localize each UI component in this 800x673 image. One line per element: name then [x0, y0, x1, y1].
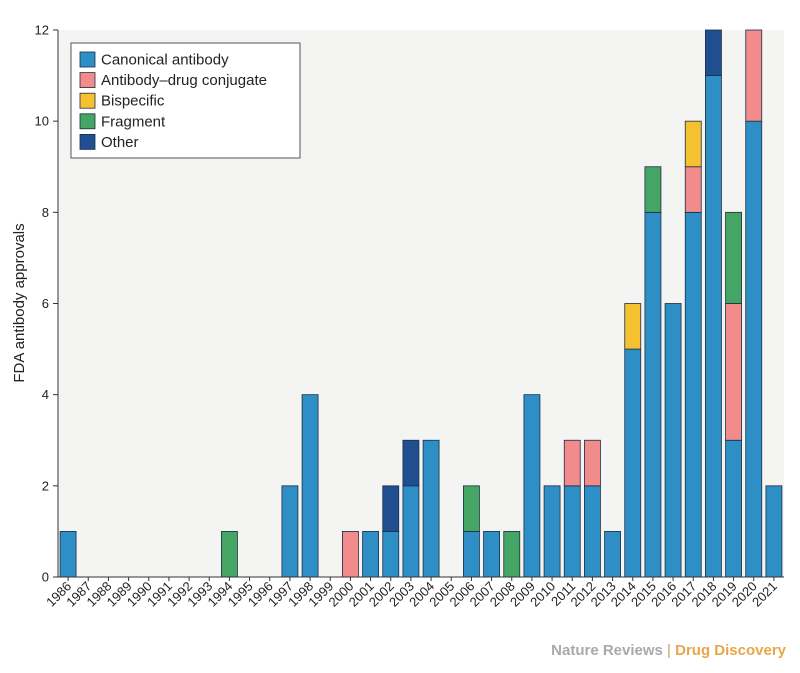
- bar-2002-canonical-antibody: [382, 531, 400, 578]
- legend-swatch: [79, 133, 96, 150]
- bar-2008-fragment: [503, 531, 521, 578]
- bar-2018-canonical-antibody: [705, 75, 722, 578]
- bar-2002-other: [382, 485, 400, 532]
- credit-journal: Drug Discovery: [675, 642, 786, 659]
- bar-1997-canonical-antibody: [281, 485, 299, 578]
- bar-2001-canonical-antibody: [362, 531, 379, 578]
- bar-2015-canonical-antibody: [644, 211, 662, 578]
- y-tick-label: 0: [42, 570, 49, 585]
- bar-1994-fragment: [221, 531, 238, 578]
- y-axis-label: FDA antibody approvals: [11, 223, 28, 382]
- bar-2012-canonical-antibody: [584, 485, 601, 578]
- credit-separator: |: [667, 642, 671, 659]
- y-tick-label: 8: [42, 205, 49, 220]
- bar-2003-canonical-antibody: [402, 485, 420, 578]
- bar-2020-canonical-antibody: [745, 120, 763, 578]
- y-tick-label: 2: [42, 478, 49, 493]
- bar-2017-bispecific: [684, 120, 702, 168]
- bar-2019-fragment: [725, 211, 742, 304]
- bar-2013-canonical-antibody: [604, 531, 621, 578]
- legend-label: Antibody–drug conjugate: [101, 72, 267, 89]
- bar-2011-canonical-antibody: [563, 485, 581, 578]
- bar-2007-canonical-antibody: [483, 531, 500, 578]
- bar-2017-canonical-antibody: [684, 211, 702, 578]
- legend-swatch: [79, 113, 96, 130]
- bar-2010-canonical-antibody: [543, 485, 561, 578]
- bar-2014-canonical-antibody: [624, 348, 642, 578]
- bar-1986-canonical-antibody: [59, 531, 77, 578]
- legend: Canonical antibody Antibody–drug conjugat…: [70, 42, 301, 159]
- legend-label: Canonical antibody: [101, 52, 229, 69]
- bar-2016-canonical-antibody: [664, 303, 682, 578]
- legend-label: Bispecific: [101, 93, 165, 110]
- legend-swatch: [79, 72, 96, 88]
- bar-2020-antibody-drug-conjugate: [745, 29, 763, 122]
- x-ticks-group: 1986198719881989199019911992199319941995…: [43, 577, 780, 610]
- bar-2004-canonical-antibody: [422, 439, 440, 578]
- bar-2000-antibody-drug-conjugate: [342, 531, 359, 578]
- y-tick-label: 6: [42, 296, 49, 311]
- journal-credit: Nature Reviews | Drug Discovery: [551, 642, 786, 659]
- bar-2018-other: [705, 29, 722, 76]
- bar-2021-canonical-antibody: [765, 485, 783, 578]
- bars-group: [59, 29, 783, 578]
- y-tick-label: 10: [35, 114, 49, 129]
- y-ticks-group: 0 2 4 6 8 10 12: [35, 23, 58, 585]
- bar-2011-antibody-drug-conjugate: [563, 439, 581, 487]
- bar-2017-antibody-drug-conjugate: [684, 166, 702, 213]
- y-tick-label: 4: [42, 387, 49, 402]
- bar-2014-bispecific: [624, 303, 642, 350]
- legend-swatch: [79, 92, 96, 109]
- legend-swatch: [79, 51, 96, 68]
- y-tick-label: 12: [35, 23, 49, 38]
- bar-2006-fragment: [463, 485, 480, 532]
- legend-label: Other: [101, 134, 139, 151]
- legend-box: [70, 42, 301, 159]
- credit-publisher: Nature Reviews: [551, 642, 663, 659]
- bar-1998-canonical-antibody: [301, 394, 319, 578]
- bar-2015-fragment: [644, 166, 662, 213]
- bar-2003-other: [402, 439, 420, 487]
- bar-2019-canonical-antibody: [725, 439, 742, 578]
- legend-label: Fragment: [101, 113, 166, 130]
- bar-2012-antibody-drug-conjugate: [584, 439, 601, 487]
- bar-2019-antibody-drug-conjugate: [725, 303, 742, 441]
- bar-2006-canonical-antibody: [463, 531, 480, 578]
- bar-2009-canonical-antibody: [523, 394, 541, 578]
